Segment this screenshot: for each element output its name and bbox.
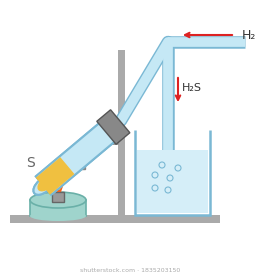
Polygon shape — [97, 110, 130, 144]
Polygon shape — [36, 157, 74, 195]
Polygon shape — [53, 166, 63, 190]
Ellipse shape — [37, 174, 56, 192]
FancyBboxPatch shape — [103, 119, 119, 145]
Polygon shape — [36, 115, 124, 195]
Ellipse shape — [37, 174, 56, 192]
Bar — [118, 50, 125, 218]
Ellipse shape — [34, 176, 54, 195]
Polygon shape — [36, 157, 74, 195]
Bar — [52, 192, 64, 202]
Text: H₂S: H₂S — [182, 83, 202, 93]
Text: S: S — [26, 156, 34, 170]
FancyBboxPatch shape — [71, 146, 86, 170]
Bar — [10, 215, 220, 223]
Ellipse shape — [30, 211, 86, 221]
Polygon shape — [36, 115, 124, 195]
Bar — [137, 150, 208, 213]
Polygon shape — [50, 162, 66, 192]
Ellipse shape — [34, 176, 54, 195]
Text: H₂: H₂ — [242, 29, 256, 41]
Ellipse shape — [30, 192, 86, 208]
Bar — [30, 200, 86, 216]
Text: shutterstock.com · 1835203150: shutterstock.com · 1835203150 — [80, 267, 180, 272]
